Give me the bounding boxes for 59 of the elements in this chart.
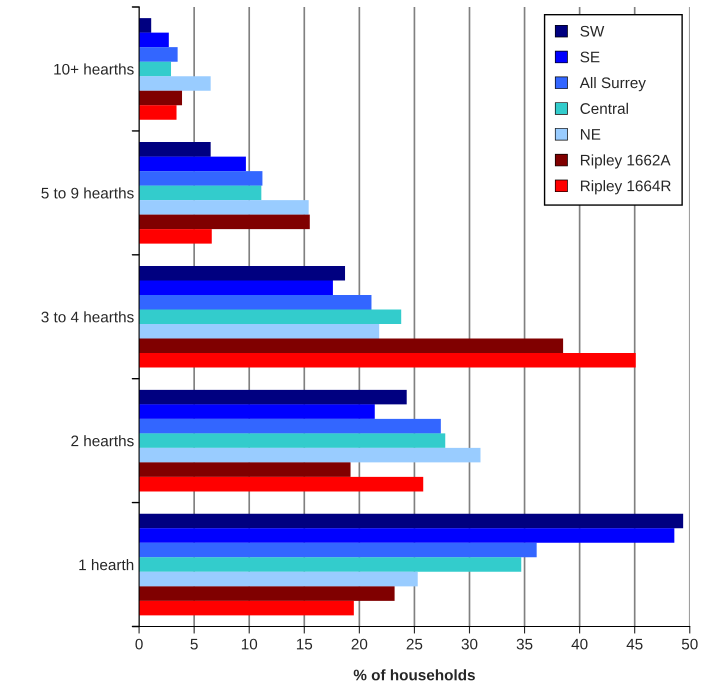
bar bbox=[139, 62, 172, 76]
bar bbox=[139, 186, 262, 200]
x-tick-label: 25 bbox=[406, 638, 422, 650]
bar bbox=[139, 90, 182, 106]
x-tick-label: 40 bbox=[571, 638, 588, 650]
bar bbox=[139, 200, 309, 215]
bar bbox=[139, 353, 636, 368]
bar bbox=[139, 76, 211, 91]
legend-label: SE bbox=[580, 52, 600, 62]
legend-label: NE bbox=[580, 129, 600, 140]
legend-label: Central bbox=[580, 102, 628, 114]
bar bbox=[139, 142, 211, 157]
y-tick-label: 10+ hearths bbox=[54, 63, 134, 75]
x-tick-label: 20 bbox=[352, 638, 368, 650]
bar bbox=[139, 557, 522, 572]
bar bbox=[139, 32, 169, 48]
bar bbox=[139, 294, 372, 310]
bar bbox=[139, 229, 212, 244]
bar bbox=[139, 528, 674, 543]
bar bbox=[139, 514, 684, 528]
bar bbox=[139, 18, 152, 33]
legend-label: Ripley 1664R bbox=[580, 180, 671, 194]
bar bbox=[139, 390, 407, 404]
bar bbox=[139, 404, 375, 419]
x-tick-label: 45 bbox=[626, 638, 643, 650]
bar bbox=[139, 309, 402, 324]
bar bbox=[139, 433, 446, 448]
bar bbox=[139, 542, 537, 558]
bar bbox=[139, 47, 178, 62]
y-tick-label: 2 hearths bbox=[71, 435, 134, 446]
x-tick-label: 50 bbox=[682, 638, 698, 650]
bar bbox=[139, 338, 564, 354]
bar bbox=[139, 280, 333, 295]
bar bbox=[139, 324, 380, 339]
x-tick-label: 10 bbox=[242, 638, 258, 650]
bar bbox=[139, 586, 395, 601]
bar bbox=[139, 448, 481, 462]
y-tick-label: 1 hearth bbox=[79, 559, 134, 570]
y-tick-label: 5 to 9 hearths bbox=[41, 187, 134, 199]
legend-label: SW bbox=[580, 26, 604, 37]
legend-label: Ripley 1662A bbox=[580, 154, 671, 169]
x-tick-label: 15 bbox=[296, 638, 312, 650]
x-tick-label: 5 bbox=[190, 638, 198, 650]
x-tick-label: 0 bbox=[135, 638, 143, 650]
bar bbox=[139, 266, 346, 280]
bar bbox=[139, 105, 177, 120]
x-tick-label: 35 bbox=[516, 638, 532, 650]
bar bbox=[139, 462, 351, 477]
legend-label: All Surrey bbox=[580, 76, 646, 92]
bar bbox=[139, 171, 262, 186]
bar bbox=[139, 572, 418, 586]
bar bbox=[139, 418, 441, 434]
bar bbox=[139, 214, 310, 230]
y-tick-label: 3 to 4 hearths bbox=[41, 311, 134, 322]
x-axis-title: % of households bbox=[354, 669, 475, 680]
bar bbox=[139, 600, 354, 616]
x-tick-label: 30 bbox=[462, 638, 478, 650]
bar bbox=[139, 156, 246, 172]
bar bbox=[139, 476, 424, 492]
